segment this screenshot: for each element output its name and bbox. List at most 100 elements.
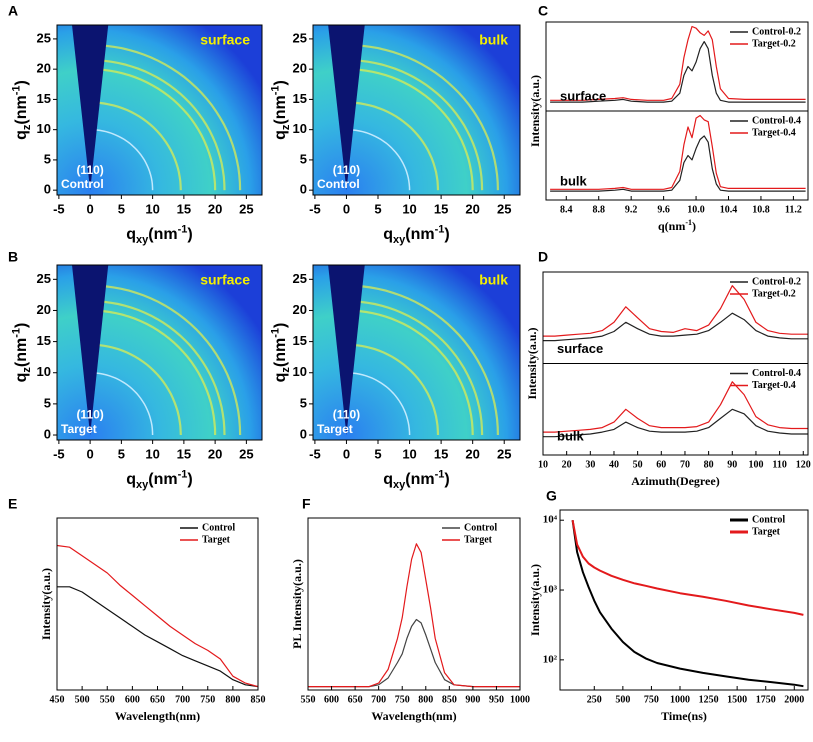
label-base: q: [126, 226, 136, 243]
legend-label: Control: [464, 522, 497, 533]
x-tick-label: 700: [175, 694, 190, 705]
label-sup: -1: [178, 223, 188, 235]
x-tick-label: 700: [371, 694, 386, 705]
x-tick-label: 20: [465, 446, 479, 461]
diffraction-ring: [346, 68, 474, 191]
label-base: q: [272, 373, 289, 383]
data-line: [571, 520, 804, 616]
label-unit: (nm: [405, 226, 434, 243]
x-tick-label: 850: [251, 694, 266, 705]
legend-label: Target: [752, 526, 781, 537]
label-sup: -1: [435, 468, 445, 480]
diffraction-ring: [90, 101, 182, 191]
y-tick-label: 15: [293, 333, 307, 348]
plot-frame: [312, 24, 521, 196]
diffraction-ring: [90, 343, 182, 436]
label-base: q: [383, 471, 393, 488]
x-tick-label: 10.4: [720, 204, 738, 215]
data-line: [550, 25, 806, 101]
x-tick-label: 100: [748, 459, 763, 470]
x-tick-label: 1250: [699, 694, 719, 705]
plot-frame: [312, 264, 521, 441]
x-tick-label: 9.6: [657, 204, 670, 215]
panel-letter: F: [302, 496, 311, 512]
data-line: [550, 135, 806, 192]
diffraction-ring: [90, 68, 217, 191]
annotation: bulk: [560, 173, 587, 188]
legend-label: Control-0.4: [752, 115, 801, 126]
x-tick-label: 1000: [510, 694, 530, 705]
y-tick-label: 15: [37, 333, 51, 348]
y-tick-label: 0: [300, 182, 307, 197]
x-tick-label: 10.8: [752, 204, 770, 215]
diffraction-ring: [346, 128, 411, 191]
axis-label: qxy(nm-1): [126, 223, 192, 245]
annotation: surface: [557, 341, 603, 356]
x-tick-label: 550: [100, 694, 115, 705]
diffraction-ring: [90, 371, 154, 436]
x-tick-label: 20: [208, 201, 222, 216]
x-tick-label: 10: [145, 201, 159, 216]
x-tick-label: 40: [609, 459, 619, 470]
data-line: [550, 114, 806, 190]
legend-label: Control: [202, 522, 235, 533]
y-tick-label: 10: [293, 364, 307, 379]
label-base: q: [658, 219, 665, 233]
x-tick-label: 9.2: [625, 204, 638, 215]
x-tick-label: 0: [87, 446, 94, 461]
x-tick-label: 10: [402, 201, 416, 216]
label-close: ): [13, 323, 30, 328]
label-sub: z: [280, 124, 292, 130]
diffraction-ring: [90, 128, 154, 191]
plot-area: [543, 381, 808, 438]
y-tick-label: 0: [44, 426, 51, 441]
x-tick-label: 1500: [727, 694, 747, 705]
x-tick-label: 0: [343, 446, 350, 461]
x-tick-label: 30: [585, 459, 595, 470]
plot-area: [550, 114, 806, 192]
label-unit: (nm: [148, 226, 177, 243]
beamstop-wedge: [72, 265, 109, 436]
y-tick-label: 5: [44, 395, 51, 410]
sample-label: Control: [61, 177, 104, 191]
axis-label: qz(nm-1): [269, 80, 291, 140]
label-base: q: [383, 226, 393, 243]
y-tick-label: 10: [293, 121, 307, 136]
label-sub: xy: [393, 234, 406, 246]
diffraction-ring: [90, 59, 226, 191]
label-sup: -1: [269, 85, 281, 95]
x-tick-label: 25: [497, 201, 511, 216]
axis-label: Time(ns): [661, 709, 707, 723]
beamstop-wedge: [328, 25, 365, 191]
label-close: ): [187, 226, 192, 243]
label-unit: (nm: [405, 471, 434, 488]
x-tick-label: 600: [125, 694, 140, 705]
x-tick-label: 20: [208, 446, 222, 461]
y-tick-label: 15: [293, 91, 307, 106]
plot-area: [308, 543, 520, 688]
y-tick-label: 10⁴: [543, 514, 558, 526]
axis-label: Intensity(a.u.): [525, 327, 539, 399]
legend-label: Target-0.4: [752, 127, 796, 138]
axis-label: Wavelength(nm): [115, 709, 200, 723]
x-tick-label: 850: [442, 694, 457, 705]
x-tick-label: 60: [656, 459, 666, 470]
sample-label: Target: [61, 422, 97, 436]
sample-label: Target: [317, 422, 353, 436]
x-tick-label: 11.2: [785, 204, 802, 215]
label-base: q: [272, 130, 289, 140]
x-tick-label: 500: [75, 694, 90, 705]
x-tick-label: 750: [395, 694, 410, 705]
diffraction-ring: [346, 284, 499, 436]
x-tick-label: 25: [497, 446, 511, 461]
label-close: ): [444, 471, 449, 488]
x-tick-label: 15: [177, 201, 191, 216]
x-tick-label: 750: [200, 694, 215, 705]
diffraction-ring: [90, 309, 217, 436]
data-line: [571, 520, 804, 688]
x-tick-label: 8.4: [560, 204, 573, 215]
label-sup: -1: [435, 223, 445, 235]
data-line: [308, 543, 520, 688]
x-tick-label: 8.8: [592, 204, 605, 215]
